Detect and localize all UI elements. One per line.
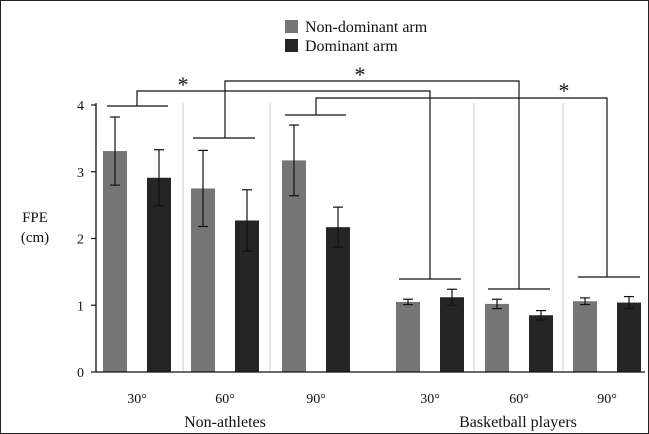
y-tick-label-2: 2 [77,233,84,248]
y-axis-label-line1: FPE [22,210,48,226]
bar-dominant-5 [529,315,553,372]
legend: Non-dominant arm Dominant arm [285,19,428,55]
error-bars-layer [110,116,634,321]
significance-bracket-90 [315,97,608,277]
tick-labels: 0 1 2 3 4 30° 60° 90° 30° 60° 90° [77,99,617,407]
x-tick-label-5: 60° [509,392,529,407]
group-label-non-athletes: Non-athletes [184,414,266,431]
group-label-basketball-players: Basketball players [459,414,577,431]
category-separators [182,103,564,372]
legend-label-dominant: Dominant arm [305,38,398,55]
x-tick-label-3: 90° [306,392,326,407]
bar-non-dominant-1 [103,151,127,372]
y-tick-label-1: 1 [77,299,84,314]
significance-asterisk-3: * [559,78,570,103]
legend-label-non-dominant: Non-dominant arm [305,19,428,36]
x-tick-label-1: 30° [127,392,147,407]
significance-asterisk-1: * [178,72,189,97]
bar-non-dominant-6 [573,301,597,372]
bar-dominant-4 [440,297,464,372]
bar-dominant-6 [617,302,641,372]
significance-bracket-30 [136,90,431,279]
significance-asterisk-2: * [355,62,366,87]
x-tick-label-6: 90° [597,392,617,407]
axes-layer [91,103,645,373]
legend-swatch-dominant [285,39,298,52]
y-tick-label-0: 0 [77,366,84,381]
y-tick-label-3: 3 [77,166,84,181]
x-tick-label-4: 30° [420,392,440,407]
significance-bracket-60 [224,80,520,289]
bar-non-dominant-5 [485,303,509,372]
x-tick-label-2: 60° [215,392,235,407]
bars-layer [103,151,641,372]
bar-dominant-1 [147,177,171,372]
significance-brackets: * * * [107,62,640,290]
bar-non-dominant-4 [396,301,420,372]
legend-swatch-non-dominant [285,20,298,33]
bar-dominant-3 [326,227,350,372]
y-axis-label-line2: (cm) [21,230,49,246]
y-tick-label-4: 4 [77,99,84,114]
